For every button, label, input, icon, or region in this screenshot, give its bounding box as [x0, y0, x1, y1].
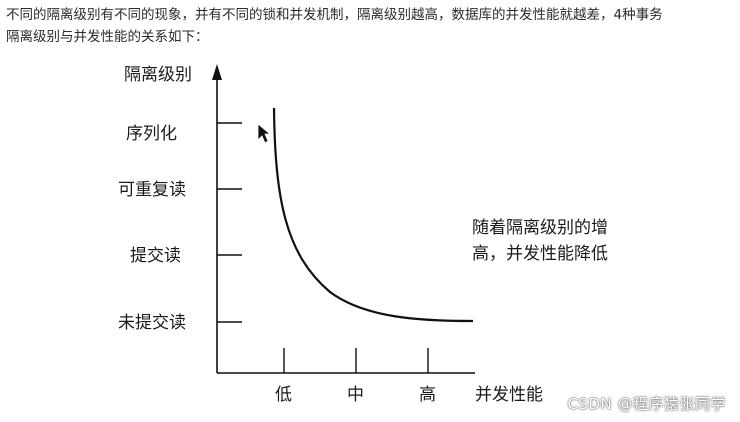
y-level-read-uncommitted: 未提交读	[118, 313, 186, 333]
x-axis-label: 并发性能	[475, 385, 543, 405]
performance-curve	[272, 107, 474, 323]
x-level-high: 高	[419, 385, 436, 405]
y-level-repeatable-read: 可重复读	[118, 180, 186, 200]
y-axis-arrow	[212, 64, 222, 80]
y-level-serializable: 序列化	[126, 124, 177, 144]
y-level-read-committed: 提交读	[130, 246, 181, 266]
y-axis-label: 隔离级别	[124, 65, 192, 85]
intro-line-2: 隔离级别与并发性能的关系如下：	[6, 29, 209, 45]
intro-text: 不同的隔离级别有不同的现象，并有不同的锁和并发机制，隔离级别越高，数据库的并发性…	[6, 4, 736, 48]
note-line-1: 随着隔离级别的增	[472, 218, 608, 238]
x-level-low: 低	[275, 385, 292, 405]
x-level-medium: 中	[347, 385, 364, 405]
intro-line-1: 不同的隔离级别有不同的现象，并有不同的锁和并发机制，隔离级别越高，数据库的并发性…	[6, 7, 663, 23]
pointer-cursor-icon	[257, 123, 272, 144]
watermark: CSDN @程序猿张同学	[567, 395, 726, 413]
note-line-2: 高，并发性能降低	[472, 244, 608, 264]
